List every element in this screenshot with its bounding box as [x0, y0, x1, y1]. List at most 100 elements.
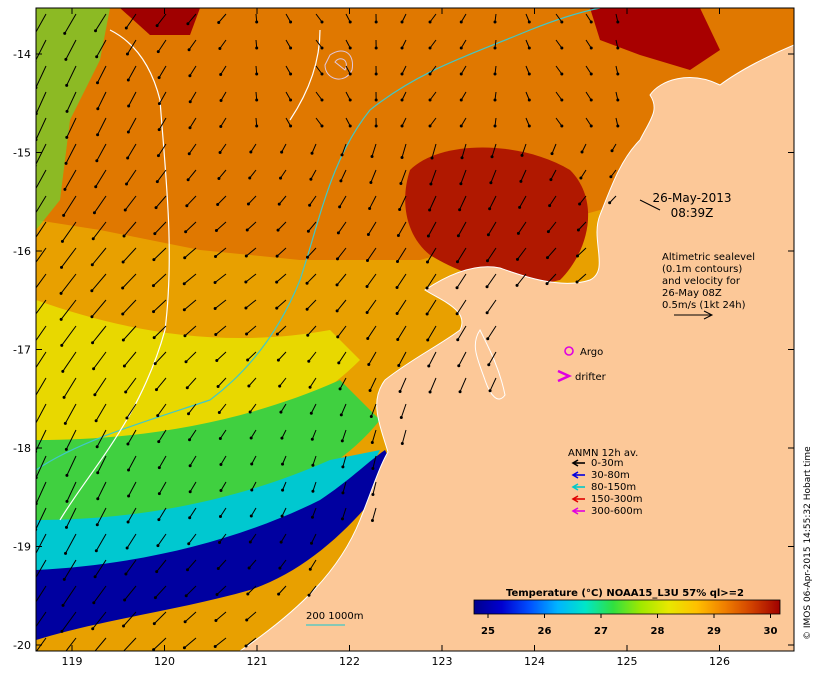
velocity-arrow — [279, 377, 287, 387]
velocity-arrow — [397, 247, 407, 262]
velocity-arrow — [96, 143, 107, 161]
velocity-arrow — [245, 247, 257, 257]
velocity-arrow — [310, 169, 317, 180]
velocity-arrow-head — [369, 180, 373, 184]
velocity-arrow — [36, 507, 47, 530]
lat-tick-label: -19 — [13, 541, 31, 554]
velocity-arrow-head — [213, 306, 217, 310]
velocity-arrow — [219, 143, 227, 153]
velocity-arrow-head — [340, 517, 344, 521]
velocity-arrow-head — [276, 228, 280, 232]
velocity-arrow — [306, 273, 317, 284]
colorbar-tick-label: 25 — [481, 626, 495, 637]
velocity-arrow — [63, 559, 77, 580]
velocity-arrow-head — [374, 124, 378, 128]
velocity-arrow-head — [305, 255, 309, 259]
velocity-arrow — [555, 13, 563, 23]
velocity-arrow — [246, 611, 257, 621]
velocity-arrow — [489, 377, 497, 391]
velocity-arrow — [66, 91, 77, 112]
velocity-arrow-head — [250, 462, 254, 466]
bathymetry-legend: 200 1000m — [306, 611, 363, 626]
velocity-arrow — [97, 117, 107, 135]
velocity-arrow — [548, 221, 557, 232]
velocity-arrow-head — [400, 72, 404, 76]
altimetry-note-line: 0.5m/s (1kt 24h) — [662, 300, 746, 311]
velocity-arrow — [342, 455, 347, 468]
velocity-arrow — [342, 481, 347, 494]
mooring-legend-arrowhead — [571, 471, 579, 479]
velocity-arrow — [97, 481, 107, 499]
velocity-arrow-head — [64, 525, 68, 529]
sst-deep-blue — [36, 450, 395, 640]
velocity-arrow-head — [214, 254, 218, 258]
velocity-arrow-head — [339, 413, 343, 417]
velocity-arrow — [122, 273, 137, 289]
velocity-arrow-head — [307, 359, 311, 363]
velocity-arrow-head — [336, 231, 340, 235]
velocity-arrow-head — [458, 390, 462, 394]
velocity-arrow-head — [188, 516, 192, 520]
velocity-arrow-head — [550, 152, 554, 156]
velocity-arrow-head — [527, 98, 531, 102]
velocity-arrow — [429, 13, 437, 23]
velocity-arrow-head — [248, 410, 252, 414]
velocity-arrow — [251, 455, 257, 465]
velocity-arrow-head — [396, 338, 400, 342]
velocity-arrow-head — [59, 291, 63, 295]
mooring-legend-arrowhead — [571, 459, 579, 467]
velocity-arrow — [97, 91, 107, 109]
map-layers — [36, 8, 794, 651]
velocity-arrow-head — [456, 338, 460, 342]
velocity-arrow-head — [182, 646, 186, 650]
velocity-arrow — [36, 13, 47, 33]
velocity-arrow — [66, 455, 77, 476]
velocity-arrow — [96, 507, 107, 525]
velocity-arrow-head — [157, 466, 161, 470]
velocity-arrow-head — [485, 259, 489, 263]
velocity-arrow-head — [455, 260, 459, 264]
velocity-arrow-head — [95, 55, 99, 59]
colorbar-ticks: 25 26 27 28 29 30 — [481, 614, 777, 637]
velocity-arrow — [158, 429, 167, 442]
velocity-arrow — [215, 611, 227, 621]
velocity-arrow-head — [560, 46, 564, 50]
velocity-arrow-head — [320, 72, 324, 76]
velocity-arrow — [312, 455, 317, 466]
velocity-arrow — [61, 325, 77, 346]
mooring-legend-arrowhead — [571, 495, 579, 503]
velocity-arrow — [127, 507, 137, 523]
velocity-arrow-head — [518, 205, 522, 209]
lat-tick-label: -14 — [13, 48, 31, 61]
velocity-arrow-head — [428, 208, 432, 212]
velocity-arrow — [457, 247, 467, 262]
velocity-arrow-head — [428, 72, 432, 76]
velocity-arrow-head — [459, 124, 463, 128]
velocity-arrow — [216, 221, 227, 231]
velocity-arrow-head — [188, 464, 192, 468]
velocity-arrow-head — [427, 364, 431, 368]
velocity-arrow — [460, 169, 467, 184]
velocity-arrow-head — [341, 491, 345, 495]
velocity-arrow-head — [365, 258, 369, 262]
velocity-arrow-head — [122, 234, 126, 238]
velocity-arrow-head — [289, 98, 293, 102]
velocity-arrow — [63, 195, 77, 216]
velocity-arrow-head — [126, 442, 130, 446]
velocity-arrow — [285, 39, 292, 49]
velocity-arrow-head — [576, 228, 580, 232]
velocity-arrow — [488, 351, 497, 366]
velocity-arrow-head — [61, 603, 65, 607]
velocity-arrow-head — [157, 102, 161, 106]
velocity-arrow-head — [92, 367, 96, 371]
drifter-label: drifter — [575, 372, 607, 383]
velocity-arrow-head — [579, 176, 583, 180]
velocity-arrow — [36, 39, 47, 61]
velocity-arrow-head — [65, 83, 69, 87]
velocity-arrow-head — [216, 202, 220, 206]
velocity-arrow — [429, 117, 437, 127]
velocity-arrow — [370, 169, 377, 183]
velocity-arrow-head — [64, 57, 68, 61]
velocity-arrow-head — [122, 364, 126, 368]
velocity-arrow — [285, 117, 292, 127]
